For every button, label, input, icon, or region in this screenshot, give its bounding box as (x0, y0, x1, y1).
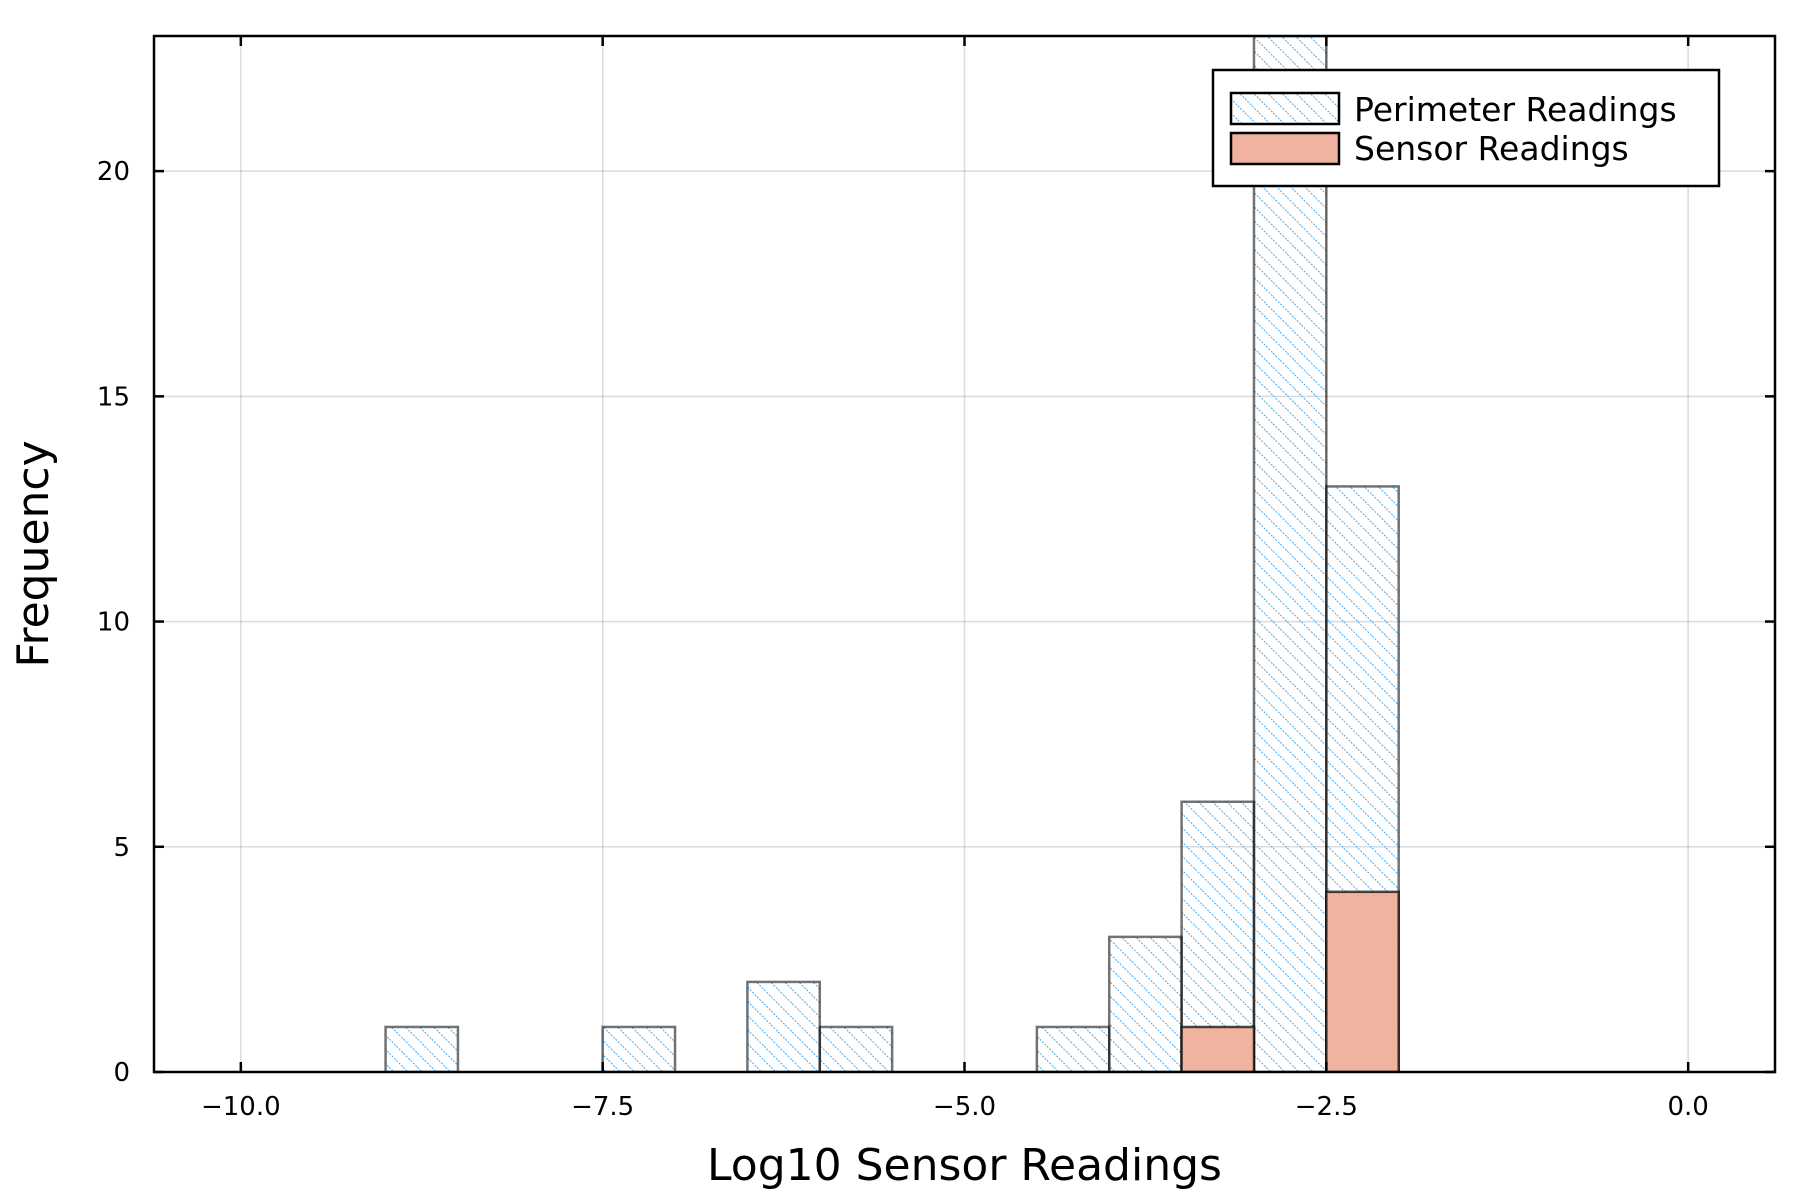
x-tick-label: −5.0 (933, 1092, 996, 1122)
x-tick-label: 0.0 (1667, 1092, 1708, 1122)
tick-marks (154, 36, 1775, 1074)
bar-perimeter-readings (1035, 1025, 1111, 1072)
legend-label-sensor: Sensor Readings (1354, 129, 1629, 168)
bar-perimeter-readings (746, 980, 822, 1072)
legend-swatch-sensor (1229, 131, 1341, 166)
bars-layer (384, 36, 1400, 1072)
x-tick-label: −2.5 (1295, 1092, 1358, 1122)
legend-swatch-perimeter (1229, 91, 1341, 126)
y-tick-label: 0 (113, 1058, 130, 1088)
x-tick-labels: −10.0 −7.5 −5.0 −2.5 0.0 (201, 1092, 1709, 1122)
bar-sensor-readings (1325, 890, 1400, 1072)
x-tick-label: −7.5 (571, 1092, 634, 1122)
y-tick-label: 5 (113, 833, 130, 863)
y-axis-title: Frequency (8, 440, 59, 667)
y-tick-label: 15 (97, 382, 130, 412)
y-tick-label: 20 (97, 157, 130, 187)
bar-perimeter-readings (1107, 935, 1183, 1072)
x-axis-title: Log10 Sensor Readings (707, 1140, 1222, 1191)
legend-label-perimeter: Perimeter Readings (1354, 90, 1677, 129)
x-tick-label: −10.0 (201, 1092, 281, 1122)
bar-perimeter-readings (818, 1025, 894, 1072)
y-tick-label: 10 (97, 608, 130, 638)
bar-sensor-readings (1180, 1025, 1256, 1072)
bar-perimeter-readings (601, 1025, 677, 1072)
legend-box (1211, 68, 1721, 188)
bar-perimeter-readings (384, 1025, 460, 1072)
y-tick-labels: 0 5 10 15 20 (97, 157, 130, 1088)
bar-perimeter-readings (1252, 36, 1328, 1072)
legend: Perimeter Readings Sensor Readings (1211, 68, 1721, 188)
